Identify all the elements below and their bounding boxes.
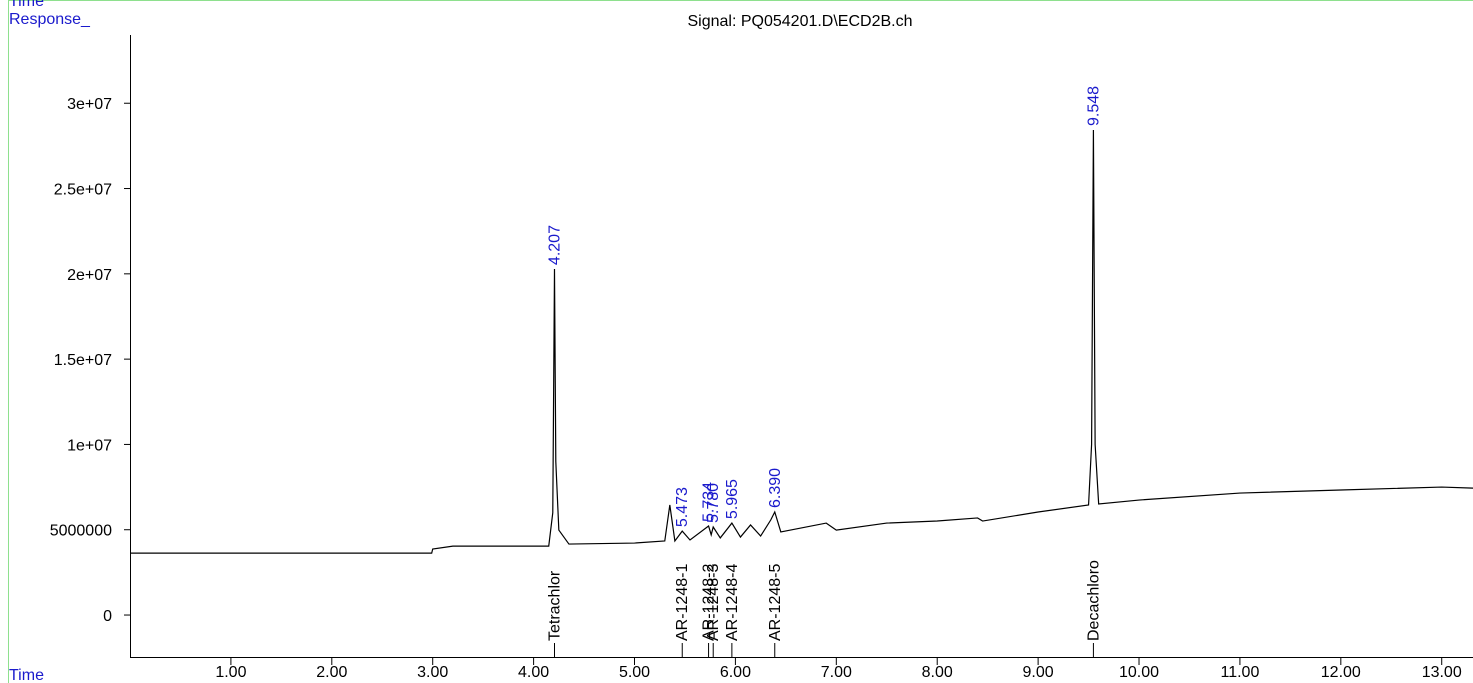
x-tick-label: 5.00 bbox=[619, 664, 650, 681]
compound-label: AR-1248-4 bbox=[724, 564, 741, 641]
compound-label: AR-1248-3 bbox=[705, 564, 722, 641]
x-axis-label: Time bbox=[9, 667, 44, 683]
compound-label: AR-1248-2 bbox=[701, 564, 718, 641]
compound-label: Decachloro bbox=[1085, 560, 1102, 641]
x-tick-label: 8.00 bbox=[922, 664, 953, 681]
y-tick-label: 0 bbox=[103, 608, 112, 625]
peak-label: 6.390 bbox=[767, 468, 784, 508]
chart-title: Signal: PQ054201.D\ECD2B.ch bbox=[687, 13, 912, 30]
y-tick-label: 2e+07 bbox=[67, 267, 112, 284]
compound-label: AR-1248-1 bbox=[674, 564, 691, 641]
x-tick-label: 1.00 bbox=[215, 664, 246, 681]
x-tick-label: 6.00 bbox=[720, 664, 751, 681]
y-tick-label: 1e+07 bbox=[67, 437, 112, 454]
peak-label: 9.548 bbox=[1085, 86, 1102, 126]
peak-label: 4.207 bbox=[546, 225, 563, 265]
peak-label: 5.734 bbox=[701, 482, 718, 522]
x-tick-label: 2.00 bbox=[316, 664, 347, 681]
x-tick-label: 13.00 bbox=[1422, 664, 1462, 681]
x-tick-label: 12.00 bbox=[1321, 664, 1361, 681]
x-tick-label: 7.00 bbox=[821, 664, 852, 681]
x-tick-label: 9.00 bbox=[1023, 664, 1054, 681]
y-tick-label: 2.5e+07 bbox=[54, 182, 112, 199]
signal-trace bbox=[130, 130, 1473, 554]
header-text: Time bbox=[9, 0, 44, 10]
peak-label: 5.780 bbox=[705, 483, 722, 523]
y-tick-label: 1.5e+07 bbox=[54, 352, 112, 369]
x-tick-label: 10.00 bbox=[1119, 664, 1159, 681]
x-tick-label: 3.00 bbox=[417, 664, 448, 681]
compound-label: AR-1248-5 bbox=[767, 564, 784, 641]
y-tick-label: 5000000 bbox=[50, 523, 112, 540]
peak-label: 5.965 bbox=[724, 479, 741, 519]
x-tick-label: 4.00 bbox=[518, 664, 549, 681]
compound-label: Tetrachlor bbox=[546, 570, 563, 641]
y-axis-label: Response_ bbox=[9, 11, 91, 28]
x-tick-label: 11.00 bbox=[1220, 664, 1259, 681]
y-tick-label: 3e+07 bbox=[67, 96, 112, 113]
peak-label: 5.473 bbox=[674, 487, 691, 527]
